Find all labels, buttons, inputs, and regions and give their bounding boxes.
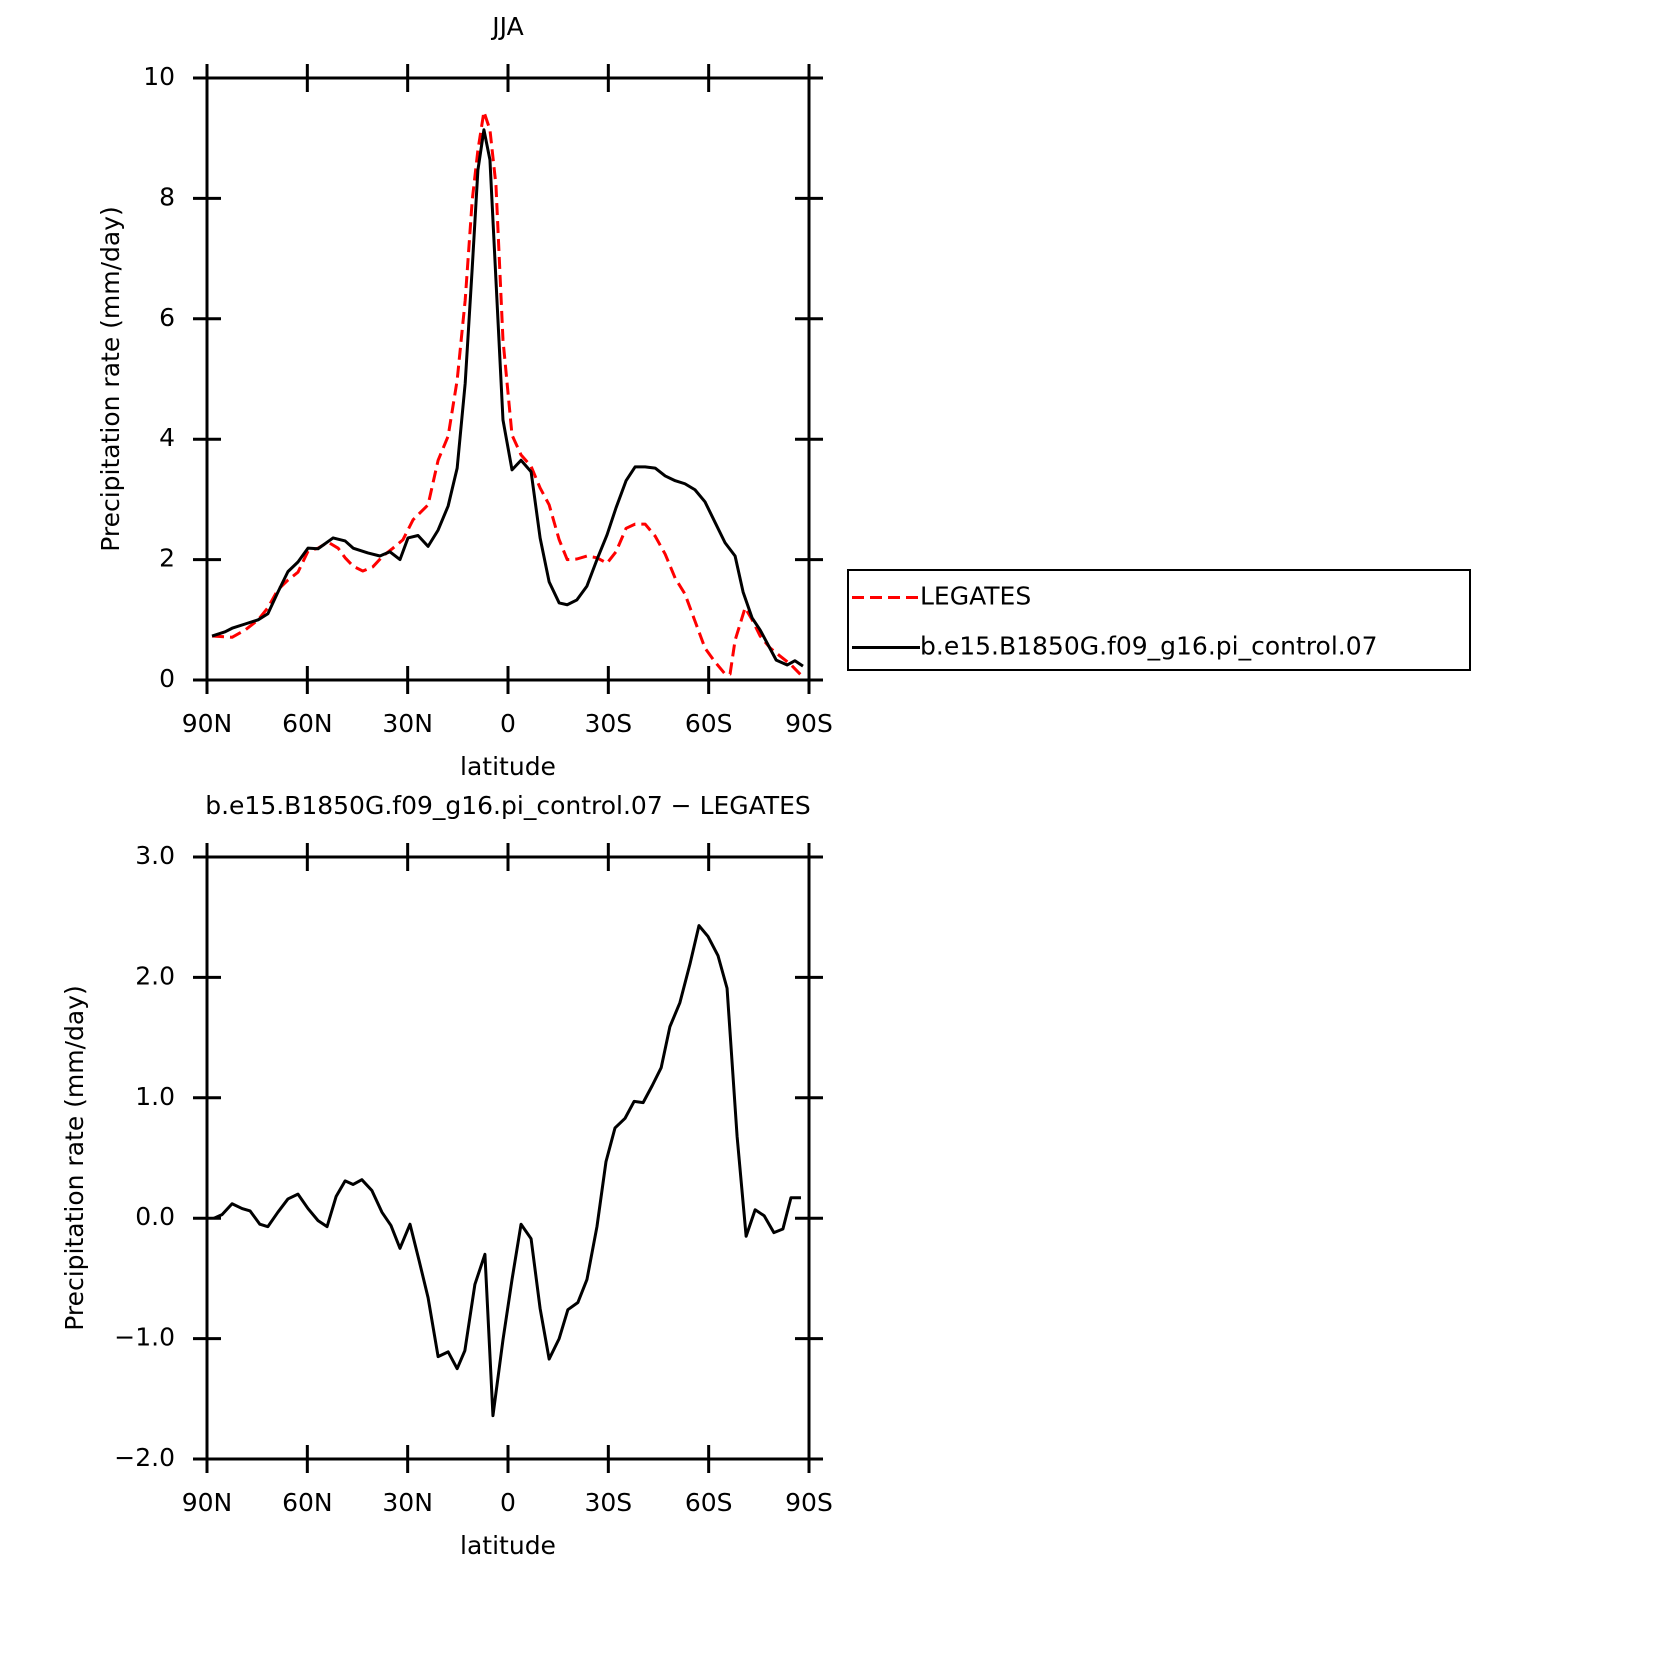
x-tick-label: 90S [785, 1488, 833, 1517]
y-tick-label: 10 [143, 62, 175, 91]
y-axis-label: Precipitation rate (mm/day) [96, 206, 125, 552]
x-tick-label: 0 [500, 709, 516, 738]
x-tick-label: 0 [500, 1488, 516, 1517]
x-tick-label: 60S [685, 709, 733, 738]
chart-title: JJA [490, 12, 523, 41]
x-tick-label: 90N [182, 1488, 233, 1517]
y-tick-label: 0 [159, 664, 175, 693]
x-tick-label: 30N [382, 709, 433, 738]
y-tick-label: 0.0 [135, 1202, 175, 1231]
y-axis-label: Precipitation rate (mm/day) [60, 985, 89, 1331]
y-tick-label: 1.0 [135, 1082, 175, 1111]
x-tick-label: 30N [382, 1488, 433, 1517]
x-tick-label: 30S [584, 709, 632, 738]
x-tick-label: 60S [685, 1488, 733, 1517]
legend-label: LEGATES [920, 582, 1031, 611]
x-tick-label: 60N [282, 709, 333, 738]
y-tick-label: −1.0 [114, 1323, 175, 1352]
x-axis-label: latitude [460, 1531, 556, 1560]
data-line [211, 110, 805, 679]
y-tick-label: 2.0 [135, 961, 175, 990]
x-tick-label: 90S [785, 709, 833, 738]
y-tick-label: 6 [159, 303, 175, 332]
x-tick-label: 60N [282, 1488, 333, 1517]
y-tick-label: 2 [159, 544, 175, 573]
y-tick-label: 8 [159, 182, 175, 211]
chart-title: b.e15.B1850G.f09_g16.pi_control.07 − LEG… [205, 791, 811, 820]
y-tick-label: −2.0 [114, 1443, 175, 1472]
plot-frame [205, 76, 811, 682]
y-tick-label: 4 [159, 423, 175, 452]
x-axis-label: latitude [460, 752, 556, 781]
data-line [211, 128, 804, 668]
x-tick-label: 90N [182, 709, 233, 738]
data-line [213, 924, 801, 1418]
plot-frame [205, 855, 811, 1461]
legend-box [847, 569, 1471, 671]
legend-label: b.e15.B1850G.f09_g16.pi_control.07 [920, 632, 1378, 661]
y-tick-label: 3.0 [135, 841, 175, 870]
x-tick-label: 30S [584, 1488, 632, 1517]
